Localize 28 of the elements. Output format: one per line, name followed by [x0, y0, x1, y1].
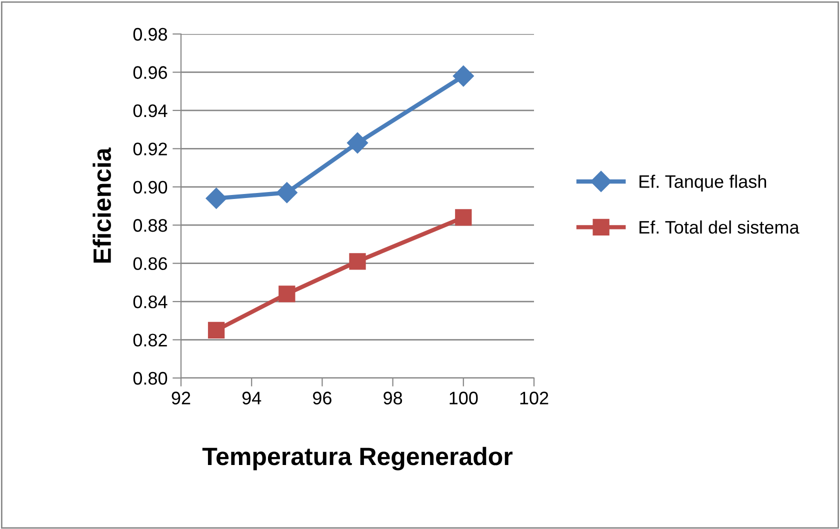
x-tick-label: 100: [450, 392, 478, 404]
point: [452, 66, 474, 87]
y-tick-label: 0.94: [133, 104, 168, 118]
x-tick-label: 94: [242, 392, 262, 404]
y-tick-label: 0.96: [133, 66, 168, 79]
x-tick-label: 96: [313, 392, 332, 404]
y-axis-title: Eficiencia: [92, 147, 112, 263]
x-tick-label: 102: [520, 392, 548, 404]
y-tick-label: 0.82: [133, 334, 167, 346]
point: [208, 322, 225, 339]
legend-label: Ef. Tanque flash: [640, 174, 766, 192]
x-tick-label: 98: [384, 392, 402, 404]
y-tick-label: 0.84: [133, 295, 168, 308]
x-tick-label: 92: [172, 392, 190, 404]
y-tick-label: 0.90: [133, 180, 168, 194]
point: [276, 182, 298, 204]
point: [278, 286, 296, 302]
y-tick-label: 0.92: [133, 142, 167, 156]
y-tick-label: 0.86: [133, 257, 168, 270]
legend-label: Ef. Total del sistema: [640, 220, 800, 234]
point: [455, 209, 472, 226]
y-tick-label: 0.98: [133, 28, 168, 41]
y-tick-label: 0.80: [133, 372, 168, 385]
y-tick-label: 0.88: [133, 219, 168, 232]
point: [349, 253, 366, 270]
point: [206, 188, 227, 209]
x-axis-title: Temperatura Regenerador: [202, 446, 513, 470]
point: [346, 132, 368, 154]
